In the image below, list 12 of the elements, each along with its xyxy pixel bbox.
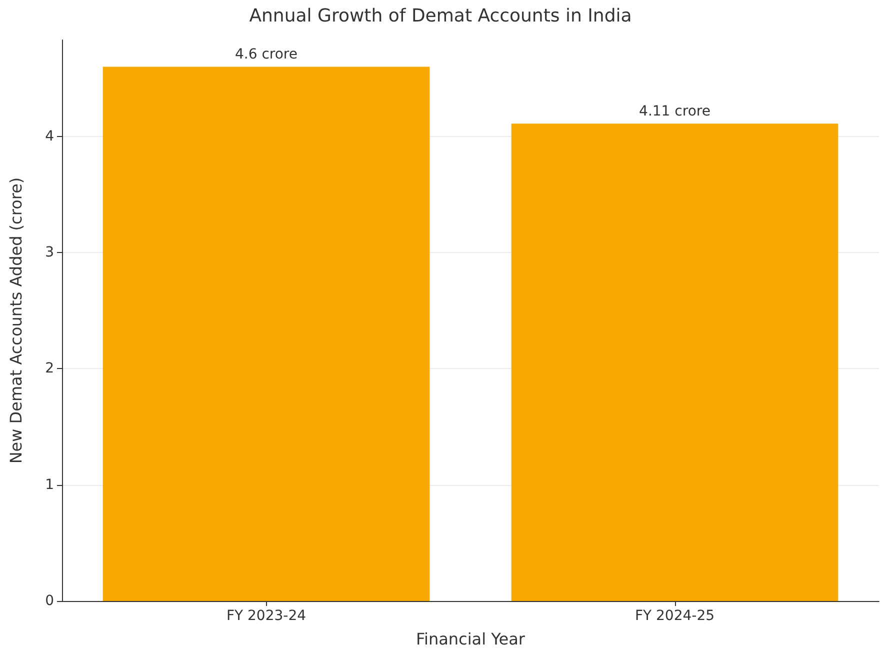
x-tick-label: FY 2023-24 [226, 608, 306, 624]
chart-title: Annual Growth of Demat Accounts in India [249, 6, 632, 26]
y-axis-title: New Demat Accounts Added (crore) [6, 177, 26, 464]
x-axis-title: Financial Year [416, 630, 526, 648]
y-tick-label: 2 [45, 360, 54, 377]
data-label: 4.11 crore [639, 104, 710, 120]
y-tick-label: 3 [45, 244, 54, 261]
y-tick-label: 4 [45, 128, 54, 144]
y-tick-label: 1 [45, 476, 54, 493]
x-tick-label: FY 2024-25 [634, 608, 715, 624]
data-label: 4.6 crore [235, 46, 298, 63]
y-tick-label: 0 [45, 593, 54, 609]
